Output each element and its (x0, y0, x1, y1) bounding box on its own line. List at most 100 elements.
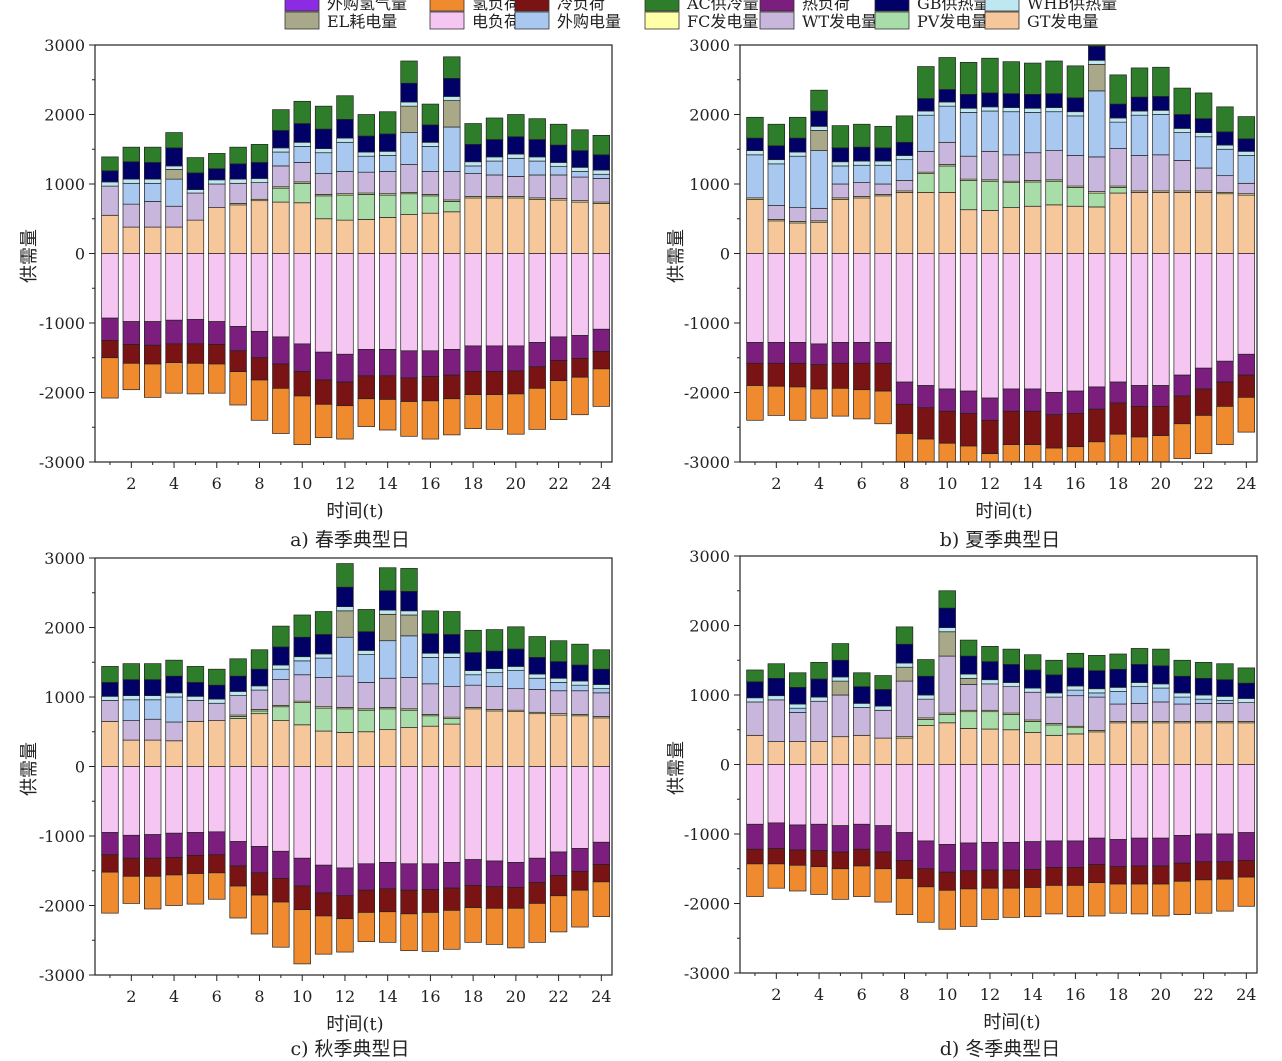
bar-segment (549, 123, 568, 146)
bar-segment (314, 707, 333, 732)
bar-segment (1194, 118, 1213, 133)
y-tick-label: 0 (720, 245, 730, 264)
bar-segment (379, 708, 397, 731)
bar-segment (1237, 150, 1255, 156)
bar-segment (208, 766, 226, 833)
bar-segment (229, 841, 247, 867)
bar-segment (1237, 116, 1255, 140)
bar-segment (1023, 205, 1042, 254)
bar-segment (421, 212, 440, 254)
bar-segment (293, 395, 311, 445)
bar-segment (1173, 374, 1191, 397)
legend-swatch (429, 11, 465, 30)
bar-segment (981, 711, 999, 730)
bar-segment (1152, 701, 1170, 722)
bar-segment (1088, 156, 1106, 192)
x-tick-label: 14 (378, 987, 398, 1006)
bar-segment (1002, 869, 1021, 889)
bar-segment (186, 189, 205, 194)
bar-segment (1130, 155, 1149, 192)
bar-segment (1216, 144, 1234, 150)
bar-segment (507, 345, 525, 372)
bar-segment (981, 150, 999, 181)
bar-segment (788, 712, 807, 742)
bar-segment (101, 682, 119, 697)
bar-segment (853, 253, 871, 343)
bar-segment (272, 720, 290, 767)
bar-segment (165, 147, 183, 167)
bar-segment (357, 151, 375, 157)
bar-segment (1066, 652, 1085, 669)
bar-segment (810, 823, 828, 852)
bar-segment (767, 145, 786, 161)
bar-segment (831, 680, 850, 696)
bar-segment (186, 873, 205, 905)
bar-segment (165, 692, 183, 698)
bar-segment (229, 695, 247, 716)
bar-segment (336, 586, 354, 608)
bar-segment (314, 657, 333, 678)
bar-segment (464, 371, 482, 395)
bar-segment (165, 169, 183, 180)
bar-segment (101, 766, 119, 833)
bar-segment (1066, 390, 1085, 414)
bar-segment (767, 741, 786, 765)
bar-segment (1216, 106, 1234, 133)
bar-segment (1194, 833, 1213, 863)
bar-segment (1173, 659, 1191, 677)
bar-segment (571, 376, 589, 416)
bar-segment (421, 912, 440, 952)
bar-segment (895, 155, 914, 161)
bar-segment (400, 105, 418, 133)
bar-segment (250, 178, 269, 183)
bar-segment (810, 388, 828, 419)
bar-segment (314, 766, 333, 866)
bar-segment (1130, 67, 1149, 98)
bar-segment (917, 110, 935, 116)
bar-segment (895, 191, 914, 254)
bar-segment (853, 823, 871, 850)
bar-segment (1066, 155, 1085, 187)
bar-segment (314, 351, 333, 381)
bar-segment (229, 885, 247, 919)
bar-segment (314, 152, 333, 174)
bar-segment (250, 685, 269, 691)
bar-segment (165, 362, 183, 394)
bar-segment (314, 730, 333, 767)
bar-segment (421, 657, 440, 685)
bar-segment (549, 714, 568, 767)
bar-segment (1152, 406, 1170, 436)
bar-segment (853, 164, 871, 183)
bar-segment (144, 699, 162, 720)
bar-segment (874, 195, 892, 254)
legend-label: WHB供热量 (1027, 0, 1117, 13)
bar-segment (144, 253, 162, 322)
bar-segment (767, 253, 786, 343)
bar-segment (1066, 205, 1085, 254)
bar-segment (788, 386, 807, 421)
bar-segment (571, 643, 589, 666)
bar-segment (938, 844, 956, 873)
bar-segment (959, 711, 978, 729)
bar-segment (507, 153, 525, 159)
bar-segment (144, 739, 162, 767)
bar-segment (272, 668, 290, 680)
bar-segment (229, 253, 247, 327)
bar-segment (400, 193, 418, 215)
bar-segment (981, 419, 999, 455)
bar-segment (1130, 837, 1149, 867)
x-tick-label: 2 (771, 474, 781, 493)
bar-segment (229, 182, 247, 204)
bar-segment (314, 105, 333, 130)
bar-segment (1194, 722, 1213, 765)
bar-segment (746, 385, 764, 421)
bar-segment (379, 862, 397, 890)
bar-segment (165, 766, 183, 834)
bar-segment (272, 187, 290, 203)
bar-segment (767, 848, 786, 865)
bar-segment (831, 362, 850, 389)
bar-segment (208, 668, 226, 686)
bar-segment (1088, 386, 1106, 410)
bar-segment (272, 387, 290, 434)
